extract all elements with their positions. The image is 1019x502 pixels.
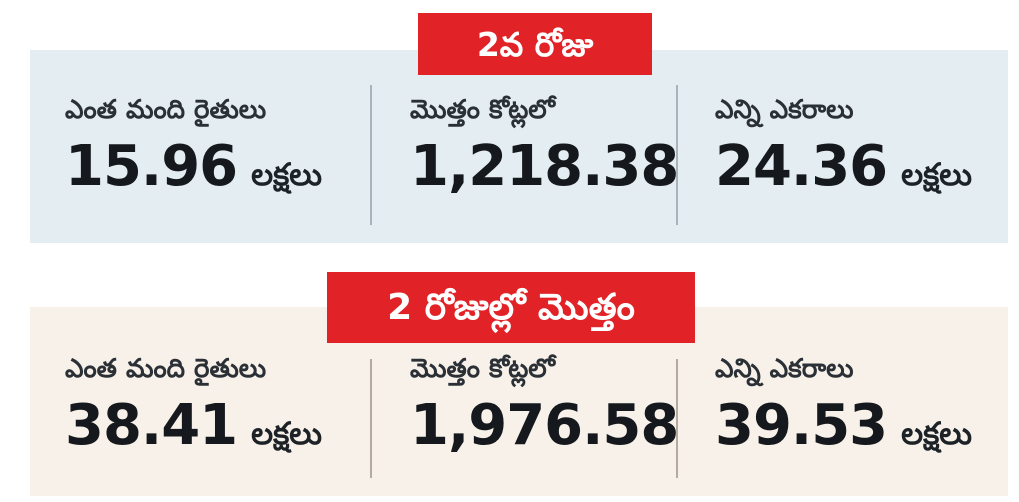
stat-total-crores-day2: మొత్తం కోట్లలో 1,218.38	[372, 50, 679, 243]
column-divider	[676, 359, 678, 478]
stat-value-row: 1,976.58	[410, 392, 679, 458]
stat-acres-total: ఎన్ని ఎకరాలు 39.53 లక్షలు	[678, 307, 1008, 496]
stat-unit: లక్షలు	[901, 415, 973, 452]
stat-number: 1,976.58	[410, 392, 679, 458]
column-divider	[676, 85, 678, 225]
column-divider	[370, 359, 372, 478]
stat-unit: లక్షలు	[251, 156, 323, 193]
total-2days-header-ribbon: 2 రోజుల్లో మొత్తం	[327, 272, 695, 343]
stat-label: ఎన్ని ఎకరాలు	[715, 95, 854, 125]
stat-farmers-total: ఎంత మంది రైతులు 38.41 లక్షలు	[30, 307, 370, 496]
stat-number: 38.41	[65, 392, 238, 458]
stat-label: మొత్తం కోట్లలో	[410, 95, 556, 125]
day2-stats-panel: ఎంత మంది రైతులు 15.96 లక్షలు మొత్తం కోట్…	[30, 50, 1008, 243]
stat-value-row: 38.41 లక్షలు	[65, 392, 370, 459]
total-2days-stats-panel: ఎంత మంది రైతులు 38.41 లక్షలు మొత్తం కోట్…	[30, 307, 1008, 496]
stat-farmers-day2: ఎంత మంది రైతులు 15.96 లక్షలు	[30, 50, 370, 243]
stat-unit: లక్షలు	[251, 415, 323, 452]
stat-number: 15.96	[65, 133, 238, 199]
stat-value-row: 39.53 లక్షలు	[715, 392, 1008, 459]
stat-label: ఎన్ని ఎకరాలు	[715, 354, 854, 384]
day2-header-ribbon: 2వ రోజు	[418, 13, 652, 75]
stat-number: 24.36	[715, 133, 888, 199]
stat-number: 39.53	[715, 392, 888, 458]
stat-acres-day2: ఎన్ని ఎకరాలు 24.36 లక్షలు	[678, 50, 1008, 243]
stat-value-row: 24.36 లక్షలు	[715, 133, 1008, 200]
stat-unit: లక్షలు	[901, 156, 973, 193]
stat-number: 1,218.38	[410, 133, 679, 199]
stat-label: ఎంత మంది రైతులు	[65, 354, 267, 384]
stat-total-crores-total: మొత్తం కోట్లలో 1,976.58	[372, 307, 679, 496]
column-divider	[370, 85, 372, 225]
stat-label: మొత్తం కోట్లలో	[410, 354, 556, 384]
stat-label: ఎంత మంది రైతులు	[65, 95, 267, 125]
stat-value-row: 1,218.38	[410, 133, 679, 199]
stat-value-row: 15.96 లక్షలు	[65, 133, 370, 200]
